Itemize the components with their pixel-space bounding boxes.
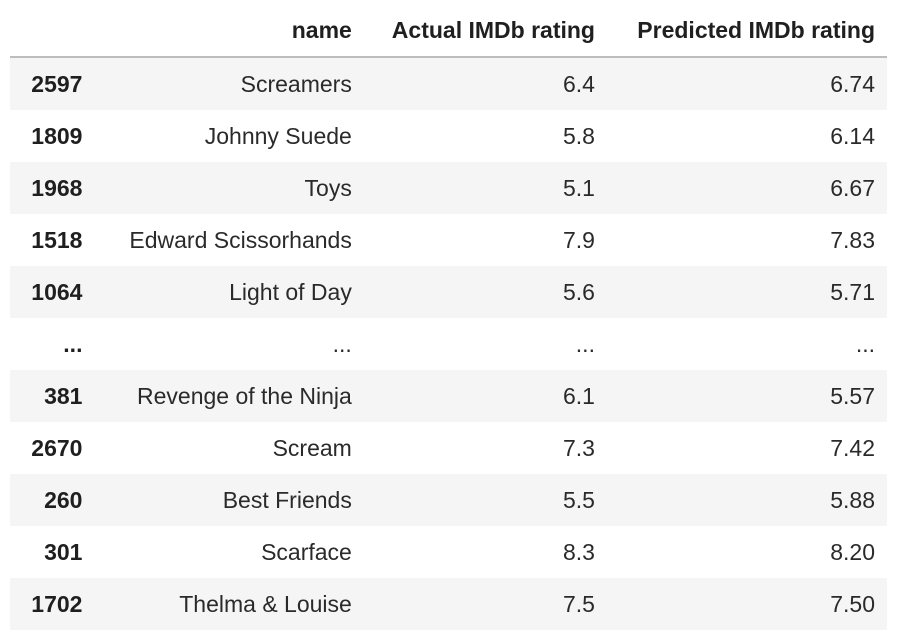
movie-name-cell: Scream <box>272 434 352 461</box>
actual-rating-cell: 7.9 <box>562 226 595 253</box>
index-column-header <box>10 4 93 58</box>
actual-rating-cell: 7.5 <box>562 590 595 617</box>
row-index: 381 <box>44 382 83 409</box>
predicted-rating-cell: 5.57 <box>830 382 875 409</box>
movie-name-cell: Screamers <box>240 70 352 97</box>
movie-name-cell: Toys <box>304 174 352 201</box>
row-index: 1518 <box>31 226 83 253</box>
movie-name-cell: Revenge of the Ninja <box>137 382 352 409</box>
table-row: 1702 Thelma & Louise 7.5 7.50 <box>10 578 887 630</box>
row-index: 1702 <box>31 590 83 617</box>
predicted-rating-cell: 6.74 <box>830 70 875 97</box>
table-body: 2597 Screamers 6.4 6.74 1809 Johnny Sued… <box>10 57 887 630</box>
movie-name-ellipsis: ... <box>332 330 352 357</box>
table-header: name Actual IMDb rating Predicted IMDb r… <box>10 4 887 58</box>
movie-name-cell: Best Friends <box>222 486 352 513</box>
row-index: 260 <box>44 486 83 513</box>
movie-name-cell: Scarface <box>261 538 352 565</box>
movie-name-cell: Thelma & Louise <box>179 590 352 617</box>
actual-rating-cell: 5.5 <box>562 486 595 513</box>
table-row: 1809 Johnny Suede 5.8 6.14 <box>10 110 887 162</box>
predicted-rating-column-header: Predicted IMDb rating <box>594 4 887 58</box>
predicted-rating-cell: 8.20 <box>830 538 875 565</box>
actual-rating-cell: 6.4 <box>562 70 595 97</box>
header-row: name Actual IMDb rating Predicted IMDb r… <box>10 4 887 58</box>
predicted-rating-cell: 7.42 <box>830 434 875 461</box>
movie-name-cell: Edward Scissorhands <box>129 226 352 253</box>
table-row: 260 Best Friends 5.5 5.88 <box>10 474 887 526</box>
actual-rating-cell: 5.1 <box>562 174 595 201</box>
table-row: 2670 Scream 7.3 7.42 <box>10 422 887 474</box>
row-index: 1809 <box>31 122 83 149</box>
table-row: 301 Scarface 8.3 8.20 <box>10 526 887 578</box>
actual-rating-ellipsis: ... <box>575 330 595 357</box>
row-index: 1968 <box>31 174 83 201</box>
dataframe-table: name Actual IMDb rating Predicted IMDb r… <box>10 4 887 630</box>
actual-rating-cell: 8.3 <box>562 538 595 565</box>
ellipsis-row: ... ... ... ... <box>10 318 887 370</box>
predicted-rating-cell: 6.67 <box>830 174 875 201</box>
row-index: 2597 <box>31 70 83 97</box>
row-index: 2670 <box>31 434 83 461</box>
table-row: 2597 Screamers 6.4 6.74 <box>10 57 887 110</box>
actual-rating-cell: 5.6 <box>562 278 595 305</box>
row-index-ellipsis: ... <box>63 330 83 357</box>
row-index: 301 <box>44 538 83 565</box>
movie-name-cell: Light of Day <box>229 278 352 305</box>
table-row: 1064 Light of Day 5.6 5.71 <box>10 266 887 318</box>
predicted-rating-cell: 7.83 <box>830 226 875 253</box>
table-row: 1968 Toys 5.1 6.67 <box>10 162 887 214</box>
predicted-rating-ellipsis: ... <box>855 330 875 357</box>
actual-rating-cell: 5.8 <box>562 122 595 149</box>
row-index: 1064 <box>31 278 83 305</box>
table-row: 381 Revenge of the Ninja 6.1 5.57 <box>10 370 887 422</box>
movie-name-cell: Johnny Suede <box>204 122 352 149</box>
predicted-rating-cell: 5.71 <box>830 278 875 305</box>
actual-rating-column-header: Actual IMDb rating <box>351 4 595 58</box>
table-row: 1518 Edward Scissorhands 7.9 7.83 <box>10 214 887 266</box>
actual-rating-cell: 6.1 <box>562 382 595 409</box>
actual-rating-cell: 7.3 <box>562 434 595 461</box>
predicted-rating-cell: 6.14 <box>830 122 875 149</box>
name-column-header: name <box>92 4 352 58</box>
predicted-rating-cell: 7.50 <box>830 590 875 617</box>
predicted-rating-cell: 5.88 <box>830 486 875 513</box>
